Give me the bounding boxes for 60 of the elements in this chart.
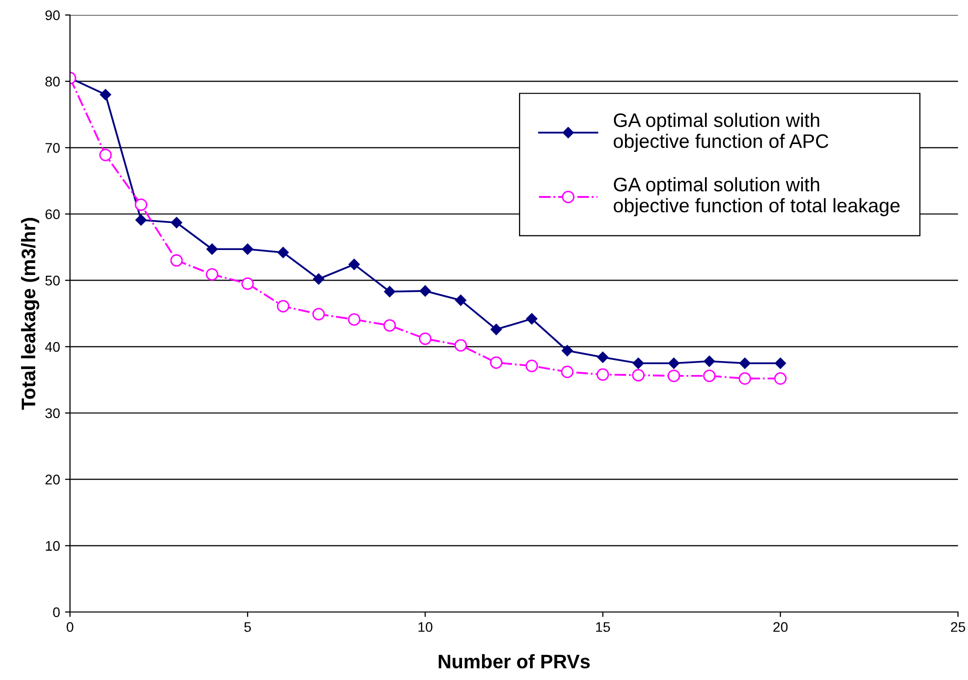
- x-tick-label: 5: [244, 622, 251, 632]
- x-tick-label: 25: [950, 622, 966, 632]
- y-tick-label: 10: [46, 541, 60, 551]
- point: [418, 332, 432, 345]
- point: [596, 368, 610, 381]
- point: [455, 294, 466, 306]
- point: [562, 345, 573, 356]
- point: [348, 313, 360, 326]
- point: [526, 313, 538, 324]
- legend-label: GA optimal solution with objective function of total leakage: [614, 177, 900, 216]
- point: [383, 319, 396, 332]
- point: [278, 246, 289, 258]
- point: [526, 360, 538, 372]
- legend-label: GA optimal solution with objective function of APC: [614, 112, 828, 152]
- point: [597, 352, 608, 363]
- point: [632, 358, 644, 369]
- point: [135, 214, 147, 226]
- y-tick-label: 90: [45, 10, 60, 20]
- point: [561, 366, 574, 378]
- y-tick-label: 0: [53, 607, 60, 618]
- point: [454, 339, 467, 352]
- x-tick-label: 10: [418, 622, 432, 632]
- point: [420, 285, 431, 297]
- x-tick-label: 20: [773, 622, 788, 632]
- y-axis-title: Total leakage (m3/hr): [21, 218, 40, 410]
- point: [738, 372, 752, 385]
- point: [703, 370, 716, 382]
- point: [774, 358, 786, 369]
- point: [100, 88, 112, 100]
- x-axis-title: Number of PRVs: [438, 654, 590, 668]
- y-tick-label: 80: [45, 76, 60, 87]
- point: [312, 308, 325, 320]
- point: [348, 258, 360, 270]
- y-tick-label: 20: [46, 474, 60, 485]
- point: [170, 254, 183, 267]
- point: [490, 324, 502, 336]
- point: [313, 273, 324, 285]
- point: [632, 368, 645, 382]
- point: [739, 358, 750, 369]
- point: [704, 356, 715, 367]
- point: [99, 148, 112, 162]
- x-tick-label: 15: [596, 622, 610, 632]
- x-tick-label: 0: [66, 622, 74, 632]
- point: [668, 370, 680, 382]
- point: [384, 286, 396, 298]
- point: [206, 268, 218, 281]
- point: [276, 300, 290, 312]
- y-tick-label: 60: [46, 209, 60, 220]
- point: [170, 217, 182, 228]
- y-tick-label: 50: [45, 276, 60, 286]
- point: [241, 277, 254, 290]
- point: [134, 198, 148, 211]
- y-tick-label: 30: [45, 408, 60, 418]
- point: [206, 244, 218, 255]
- point: [242, 244, 254, 255]
- point: [774, 372, 787, 385]
- y-tick-label: 70: [46, 143, 60, 153]
- y-tick-label: 40: [45, 342, 60, 352]
- point: [668, 358, 680, 369]
- point: [490, 356, 502, 369]
